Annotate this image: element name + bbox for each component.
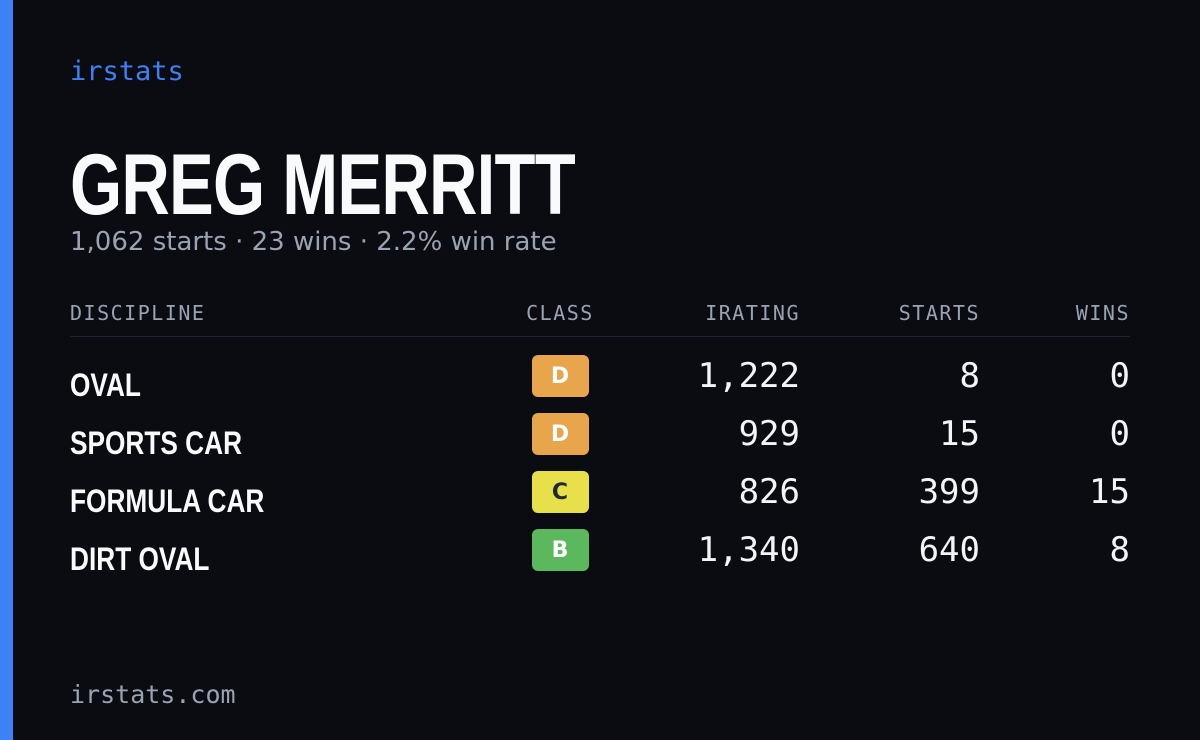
irating: 1,340 [697, 530, 800, 570]
column-header: CLASS [526, 301, 594, 325]
class-badge: C [531, 471, 589, 513]
starts: 15 [939, 414, 980, 454]
column-header: DISCIPLINE [70, 301, 206, 325]
wins: 8 [1109, 530, 1130, 570]
starts: 640 [918, 530, 980, 570]
player-name: GREG MERRITT [70, 137, 576, 233]
starts: 399 [918, 472, 980, 512]
irating: 1,222 [697, 356, 800, 396]
wins: 15 [1089, 472, 1130, 512]
brand: irstats [70, 56, 184, 87]
wins: 0 [1109, 356, 1130, 396]
irating: 929 [738, 414, 800, 454]
column-header: WINS [1075, 301, 1130, 325]
class-badge: D [531, 413, 589, 455]
column-header: IRATING [705, 301, 800, 325]
wins: 0 [1109, 414, 1130, 454]
discipline: SPORTS CAR [70, 425, 243, 461]
discipline: DIRT OVAL [70, 541, 210, 577]
header-rule [70, 336, 1130, 337]
accent-bar [0, 0, 13, 740]
footer-link: irstats.com [70, 680, 236, 709]
discipline: OVAL [70, 367, 141, 403]
class-badge: B [531, 529, 589, 571]
column-header: STARTS [898, 301, 980, 325]
starts: 8 [959, 356, 980, 396]
irating: 826 [738, 472, 800, 512]
discipline: FORMULA CAR [70, 483, 265, 519]
class-badge: D [531, 355, 589, 397]
player-summary: 1,062 starts · 23 wins · 2.2% win rate [70, 227, 557, 257]
